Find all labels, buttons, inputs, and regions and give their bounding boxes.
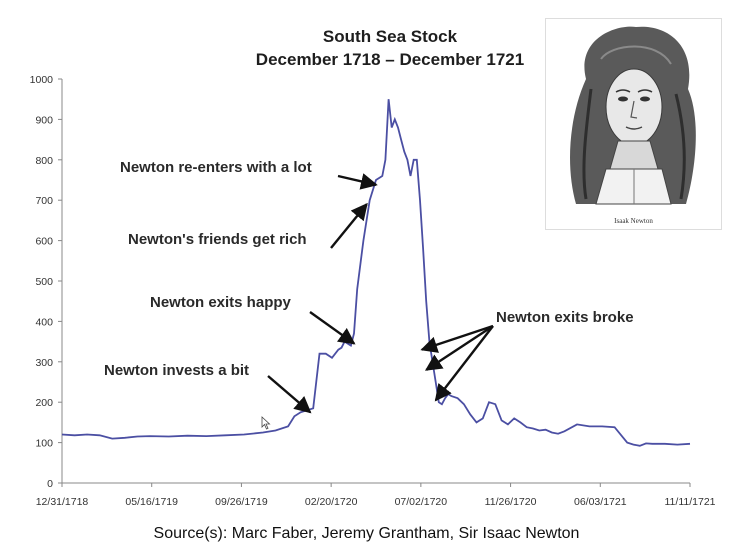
annotation-arrow xyxy=(420,324,494,353)
source-citation: Source(s): Marc Faber, Jeremy Grantham, … xyxy=(153,525,580,542)
chart-subtitle: December 1718 – December 1721 xyxy=(255,50,525,69)
mouse-cursor-icon xyxy=(261,416,271,430)
portrait-engraving xyxy=(546,19,721,229)
y-tick-label: 100 xyxy=(35,438,53,450)
annotation-label: Newton re-enters with a lot xyxy=(120,159,312,176)
y-tick-label: 300 xyxy=(35,357,53,369)
y-tick-label: 200 xyxy=(35,397,53,409)
x-tick-label: 12/31/1718 xyxy=(36,496,89,508)
x-tick-label: 06/03/1721 xyxy=(574,496,627,508)
x-axis: 12/31/1718 05/16/1719 09/26/1719 02/20/1720… xyxy=(36,483,716,508)
y-tick-label: 500 xyxy=(35,276,53,288)
annotation-label: Newton exits broke xyxy=(496,309,634,326)
x-tick-label: 07/02/1720 xyxy=(395,496,448,508)
annotation-arrow xyxy=(309,311,356,345)
series-line xyxy=(61,99,691,447)
y-tick-label: 900 xyxy=(35,114,53,126)
annotation-arrow xyxy=(337,173,378,190)
annotation-label: Newton invests a bit xyxy=(104,362,249,379)
y-axis: 0 100 200 300 400 500 600 700 800 900 1000 xyxy=(30,74,62,490)
y-tick-label: 600 xyxy=(35,236,53,248)
y-tick-label: 0 xyxy=(47,478,53,490)
y-tick-label: 700 xyxy=(35,195,53,207)
annotation-label: Newton's friends get rich xyxy=(128,231,307,248)
annotation-arrow xyxy=(424,324,494,371)
line-chart: 0 100 200 300 400 500 600 700 800 900 1000 12/31/1… xyxy=(30,74,716,508)
y-tick-label: 1000 xyxy=(30,74,54,86)
x-tick-label: 11/26/1720 xyxy=(485,496,537,508)
chart-title: South Sea Stock xyxy=(322,27,458,46)
annotations: Newton re-enters with a lot Newton's frie… xyxy=(104,159,634,414)
annotation-arrow xyxy=(330,202,368,249)
x-tick-label: 11/11/1721 xyxy=(665,496,716,508)
x-tick-label: 09/26/1719 xyxy=(215,496,268,508)
y-tick-label: 800 xyxy=(35,155,53,167)
x-tick-label: 05/16/1719 xyxy=(125,496,178,508)
y-tick-label: 400 xyxy=(35,316,53,328)
annotation-label: Newton exits happy xyxy=(150,294,292,311)
annotation-arrow xyxy=(267,375,312,414)
portrait-caption: Isaak Newton xyxy=(614,217,653,225)
annotation-arrow xyxy=(434,325,494,402)
x-tick-label: 02/20/1720 xyxy=(305,496,358,508)
newton-portrait-icon: Isaak Newton xyxy=(545,18,722,230)
